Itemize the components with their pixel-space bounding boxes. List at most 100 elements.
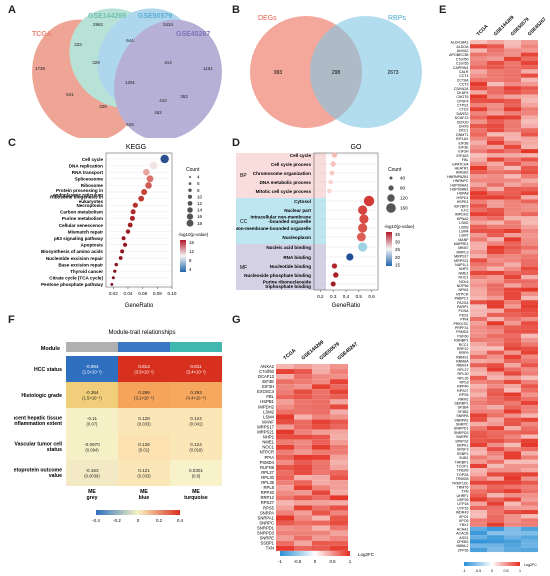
heatmap-e-cell xyxy=(504,60,521,66)
kegg-title: KEGG xyxy=(126,144,146,151)
kegg-dot xyxy=(121,236,126,241)
kegg-term-label: Nucleotide excision repair xyxy=(46,256,103,261)
heatmap-g-cell xyxy=(294,439,312,445)
heatmap-e-cell xyxy=(521,77,538,83)
heatmap-e-cell xyxy=(470,81,487,87)
venn-count: 1736 xyxy=(35,66,46,71)
kegg-term-label: Mismatch repair xyxy=(68,229,103,234)
heatmap-e-cell xyxy=(504,254,521,259)
kegg-color-legend-label: 8 xyxy=(189,258,192,263)
go-group-label-bp: BP xyxy=(240,173,247,179)
heatmap-e-cell xyxy=(470,161,487,166)
heatmap-e-cell xyxy=(487,287,504,292)
heatmap-e-cell xyxy=(487,505,504,511)
heatmap-g-cell xyxy=(312,374,330,380)
panel-label-f: F xyxy=(8,314,15,326)
heatmap-g-cell xyxy=(294,535,312,541)
heatmap-e-cell xyxy=(504,526,521,532)
heatmap-e-cell xyxy=(521,237,538,242)
kegg-count-legend-label: 18 xyxy=(197,221,203,226)
kegg-term-label: Protein processing in endoplasmic reticul… xyxy=(53,188,103,198)
heatmap-e-cell xyxy=(521,287,538,292)
heatmap-g-scale-title: Log2FC xyxy=(358,552,375,557)
heatmap-e-cell xyxy=(521,254,538,259)
heatmap-e-scale-label: -0.5 xyxy=(475,569,481,573)
heatmap-e-cell xyxy=(521,426,538,431)
heatmap-e-gene-label: CDKN2A xyxy=(454,87,469,91)
heatmap-g-cell xyxy=(312,520,330,526)
heatmap-g-cell xyxy=(330,434,348,440)
heatmap-e-cell xyxy=(487,337,504,343)
heatmap-e-gene-label: HNRNPC xyxy=(453,179,469,183)
heatmap-g-cell xyxy=(330,414,348,420)
heatmap-e-cell xyxy=(470,249,487,255)
heatmap-e-gene-label: LSM4 xyxy=(459,229,468,233)
heatmap-g-cell xyxy=(276,429,294,435)
heatmap-g-gene-label: RPL27 xyxy=(261,470,274,475)
kegg-color-legend-label: 12 xyxy=(189,249,194,254)
heatmap-e-gene-label: EIF4A3 xyxy=(457,154,469,158)
heatmap-g-cell xyxy=(276,374,294,380)
heatmap-e-cell xyxy=(521,358,538,364)
heatmap-e-cell xyxy=(521,379,538,385)
heatmap-g-cell xyxy=(276,414,294,420)
module-trait-cell xyxy=(66,434,118,460)
heatmap-g-cell xyxy=(330,399,348,405)
heatmap-e-cell xyxy=(504,233,521,238)
heatmap-e-cell xyxy=(487,170,504,175)
heatmap-e-cell xyxy=(487,304,504,309)
heatmap-e-cell xyxy=(470,275,487,280)
heatmap-g-scale-label: -1 xyxy=(278,559,282,564)
heatmap-e-cell xyxy=(521,472,538,477)
venn-count: 333 xyxy=(74,42,82,47)
heatmap-g-cell xyxy=(294,480,312,486)
heatmap-e-cell xyxy=(487,325,504,330)
heatmap-e-cell xyxy=(470,140,487,145)
kegg-count-legend-dot xyxy=(187,207,193,213)
heatmap-e-cell xyxy=(487,514,504,519)
module-trait-cell-pvalue: (0.018) xyxy=(189,448,203,453)
heatmap-e-cell xyxy=(487,493,504,498)
kegg-color-legend-title: -log10(p-value) xyxy=(178,232,209,237)
heatmap-e-gene-label: CCT4 xyxy=(459,74,468,78)
venn-count: 641 xyxy=(66,92,74,97)
heatmap-e-cell xyxy=(470,296,487,301)
kegg-dot xyxy=(145,182,152,189)
heatmap-e-cell xyxy=(504,417,521,422)
heatmap-e-cell xyxy=(521,283,538,288)
heatmap-e-gene-label: RPS27 xyxy=(457,389,468,393)
venn-set-rbps xyxy=(310,16,422,128)
go-count-legend-title: Count xyxy=(388,167,402,173)
heatmap-e-cell xyxy=(470,476,487,481)
heatmap-e-cell xyxy=(521,191,538,196)
venn-count: 414 xyxy=(164,60,172,65)
heatmap-e-cell xyxy=(521,195,538,200)
heatmap-e-gene-label: DKC1 xyxy=(459,129,469,133)
heatmap-g-cell xyxy=(330,459,348,465)
heatmap-e-cell xyxy=(504,501,521,506)
heatmap-e-cell xyxy=(504,392,521,397)
module-trait-cell-value: 0.286 xyxy=(138,390,150,395)
heatmap-g-cell xyxy=(294,515,312,521)
venn-label-gse45267: GSE45267 xyxy=(176,31,210,38)
heatmap-e-cell xyxy=(487,270,504,276)
heatmap-g-cell xyxy=(294,394,312,400)
heatmap-g-cell xyxy=(276,475,294,481)
heatmap-g-cell xyxy=(294,465,312,471)
venn-set-gse45267 xyxy=(114,19,222,138)
heatmap-g-cell xyxy=(276,525,294,531)
module-trait-cell-pvalue: (0.033) xyxy=(137,422,151,427)
heatmap-g-cell xyxy=(330,520,348,526)
heatmap-g-gene-label: C7orf50 xyxy=(259,369,275,374)
heatmap-e-cell xyxy=(487,396,504,401)
heatmap-e-cell xyxy=(521,480,538,485)
heatmap-e-cell xyxy=(521,128,538,133)
heatmap-e-gene-label: HNRNPA2B1 xyxy=(447,175,468,179)
heatmap-e-cell xyxy=(487,480,504,485)
heatmap-e-gene-label: NOC1 xyxy=(459,276,469,280)
heatmap-e-cell xyxy=(470,191,487,196)
heatmap-e-gene-label: NHP2 xyxy=(459,267,469,271)
heatmap-e-gene-label: RRM2 xyxy=(458,397,468,401)
heatmap-g-cell xyxy=(330,500,348,506)
heatmap-e-cell xyxy=(470,304,487,309)
